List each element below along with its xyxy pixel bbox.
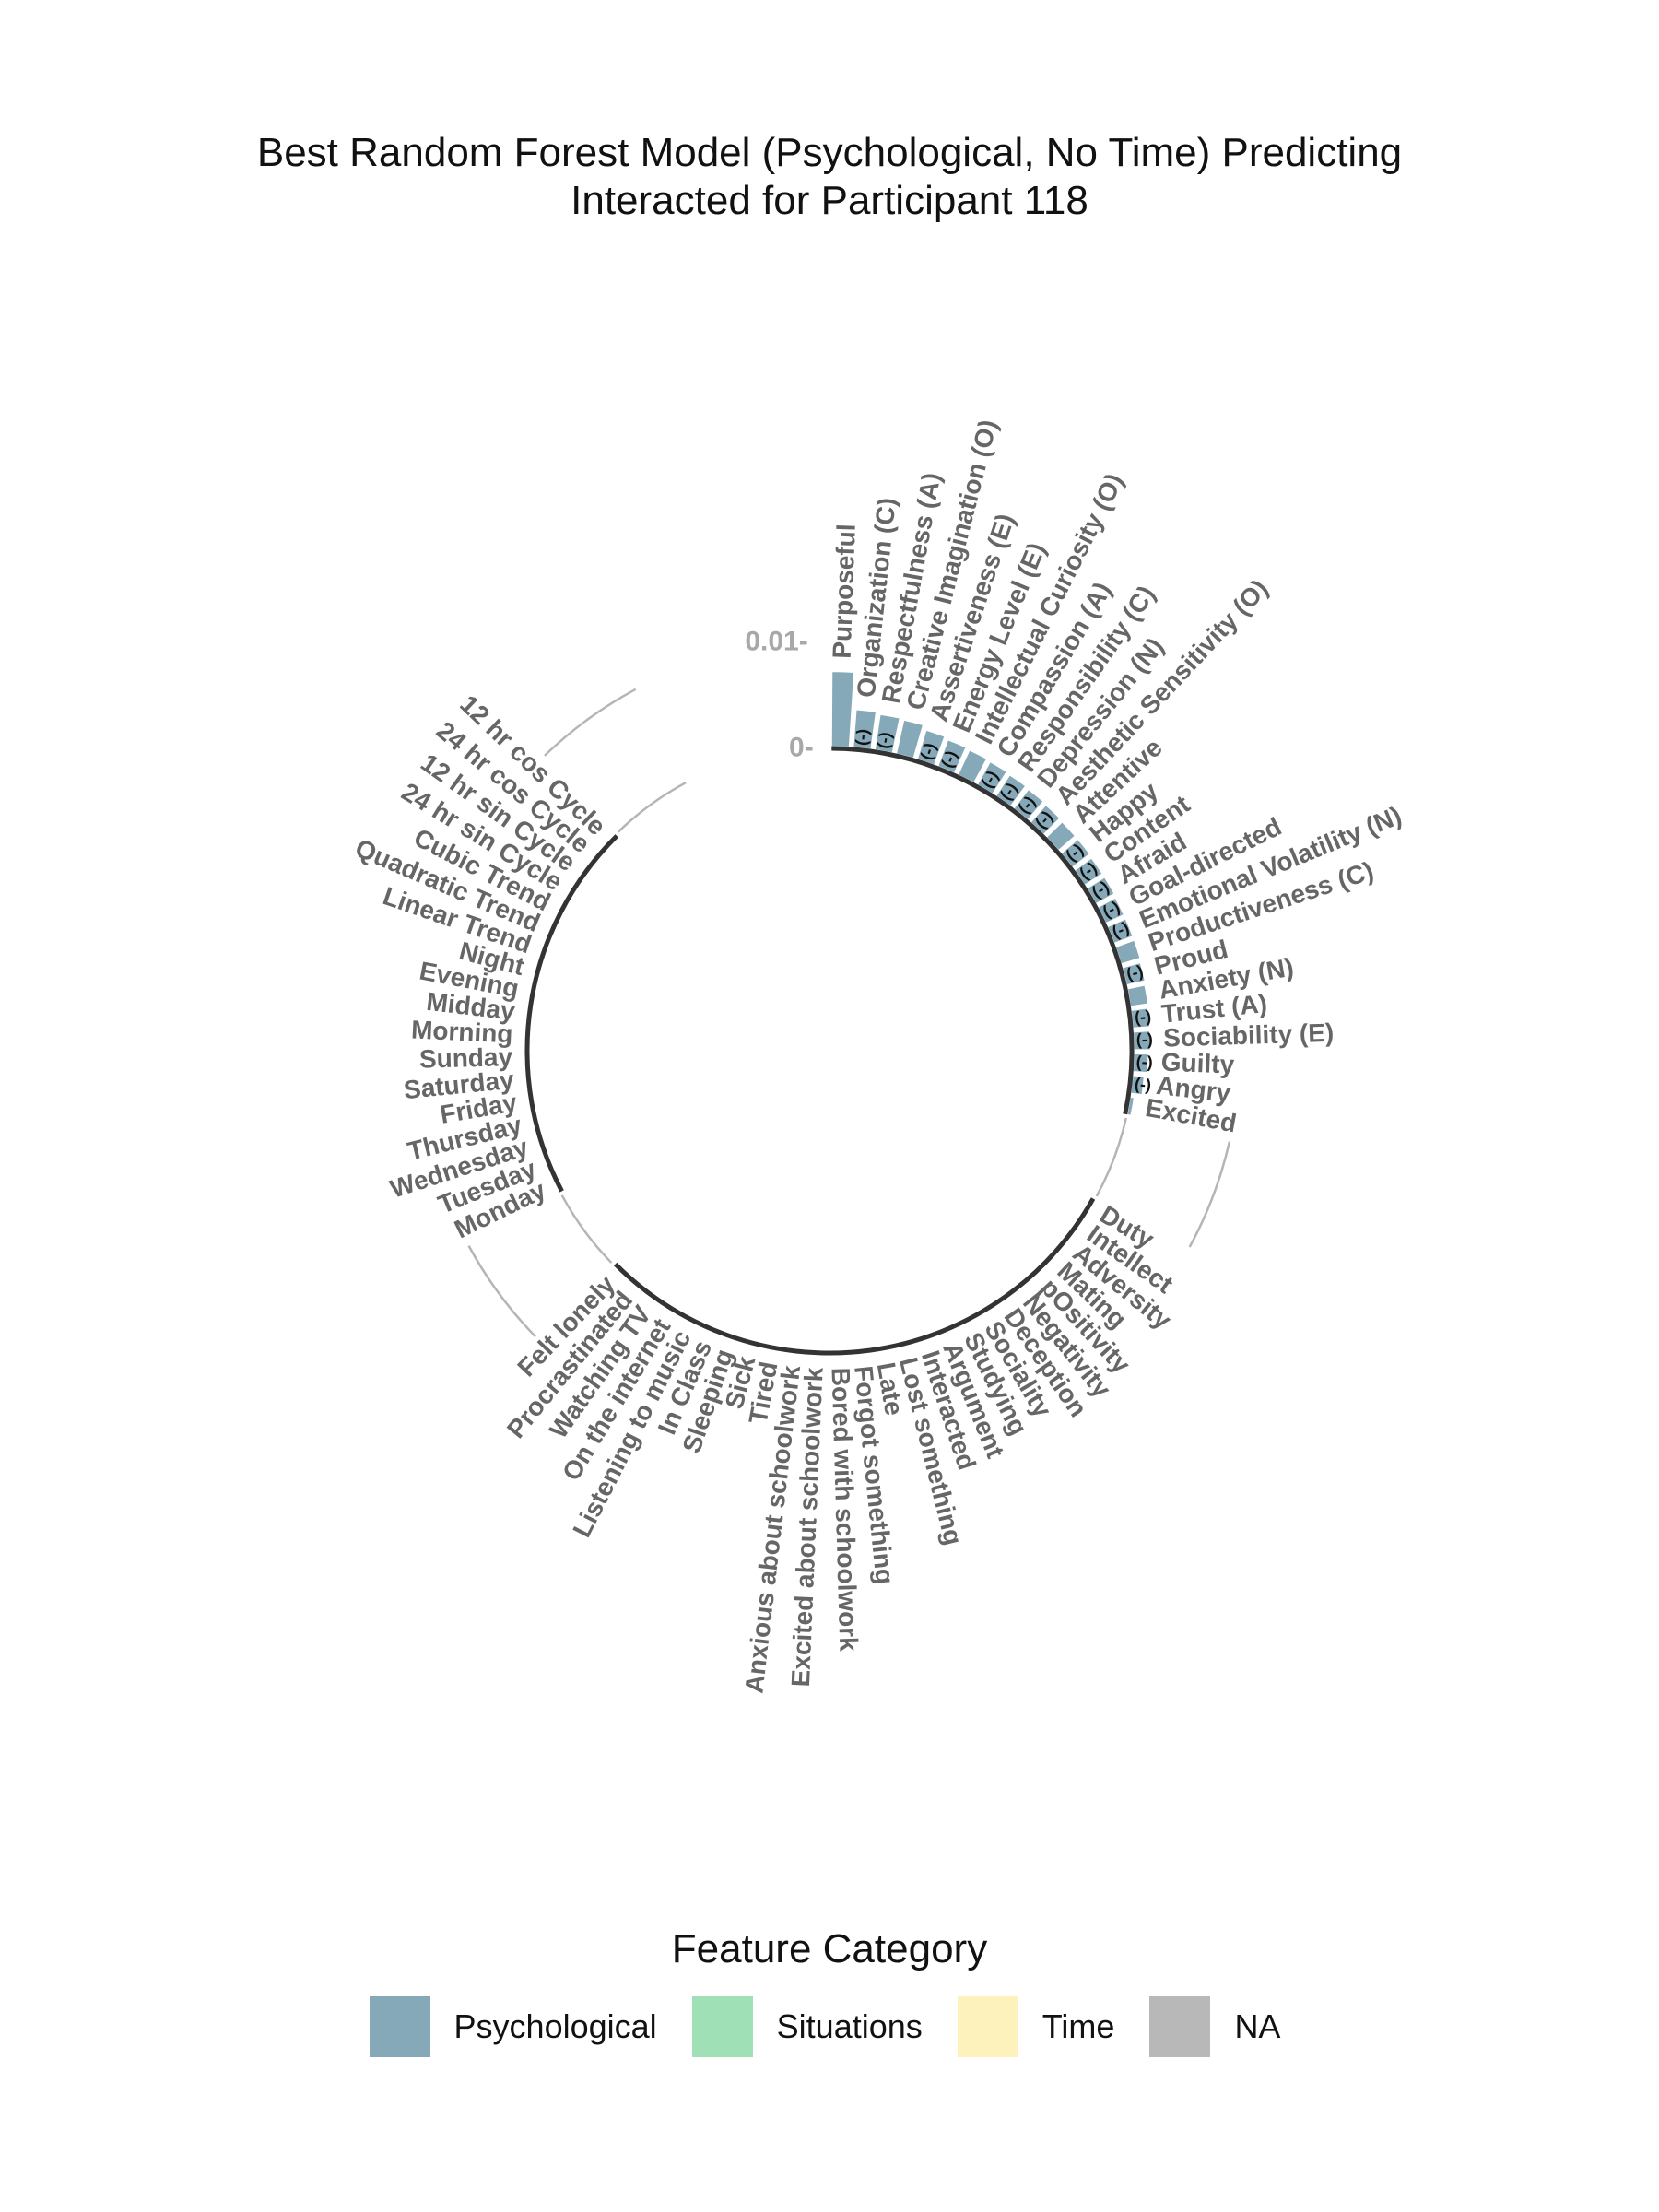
feature-label: Guilty xyxy=(1160,1048,1235,1079)
grid-arc xyxy=(560,1194,613,1264)
legend-swatch xyxy=(691,1996,753,2057)
feature-label: Sociability (E) xyxy=(1163,1018,1335,1053)
legend-title: Feature Category xyxy=(671,1926,988,1971)
chart-title-line-1: Best Random Forest Model (Psychological,… xyxy=(256,130,1403,175)
group-baseline xyxy=(613,1197,1096,1356)
grid-arc xyxy=(467,1245,536,1338)
sign-label: (-) xyxy=(1135,1053,1153,1072)
sign-label: (-) xyxy=(1134,1006,1152,1027)
legend-label: Time xyxy=(1041,2007,1115,2045)
legend-items: Psychological Situations Time NA xyxy=(0,1996,1659,2057)
chart-title: Best Random Forest Model (Psychological,… xyxy=(0,129,1659,225)
grid-arc xyxy=(544,688,637,757)
sign-label: (-) xyxy=(1134,1075,1152,1095)
group-baselines xyxy=(524,746,1135,1356)
group-baseline xyxy=(831,746,1135,1115)
legend-label: Psychological xyxy=(453,2007,657,2045)
legend-item-na: NA xyxy=(1149,1996,1289,2057)
grid-arc xyxy=(617,782,687,833)
bar xyxy=(830,670,855,748)
legend-item-situations: Situations xyxy=(691,1996,932,2057)
legend-item-time: Time xyxy=(957,1996,1124,2057)
bar xyxy=(1126,983,1149,1007)
legend-label: Situations xyxy=(776,2007,923,2045)
feature-label: Morning xyxy=(410,1015,513,1048)
radial-tick-label: 0- xyxy=(789,732,814,762)
chart-title-line-2: Interacted for Participant 118 xyxy=(571,178,1088,223)
radial-grid: 0- 0.01- xyxy=(467,627,1231,1338)
legend-swatch xyxy=(369,1996,430,2057)
grid-arc xyxy=(1188,1141,1231,1248)
grid-arc xyxy=(1095,1117,1128,1197)
legend: Feature Category Psychological Situation… xyxy=(0,1926,1659,2057)
feature-label: Sunday xyxy=(419,1042,513,1074)
feature-label: Purposeful xyxy=(828,524,861,659)
legend-swatch xyxy=(957,1996,1018,2057)
sign-label: (-) xyxy=(1135,1030,1153,1049)
legend-label: NA xyxy=(1234,2007,1281,2045)
legend-swatch xyxy=(1149,1996,1211,2057)
legend-item-psychological: Psychological xyxy=(369,1996,666,2057)
group-baseline xyxy=(524,834,619,1193)
sign-label: (-) xyxy=(1124,961,1145,983)
sign-label: (-) xyxy=(852,728,872,747)
sign-label: (-) xyxy=(874,731,895,750)
sign-label: (-) xyxy=(917,740,940,761)
radial-tick-label: 0.01- xyxy=(745,627,807,657)
